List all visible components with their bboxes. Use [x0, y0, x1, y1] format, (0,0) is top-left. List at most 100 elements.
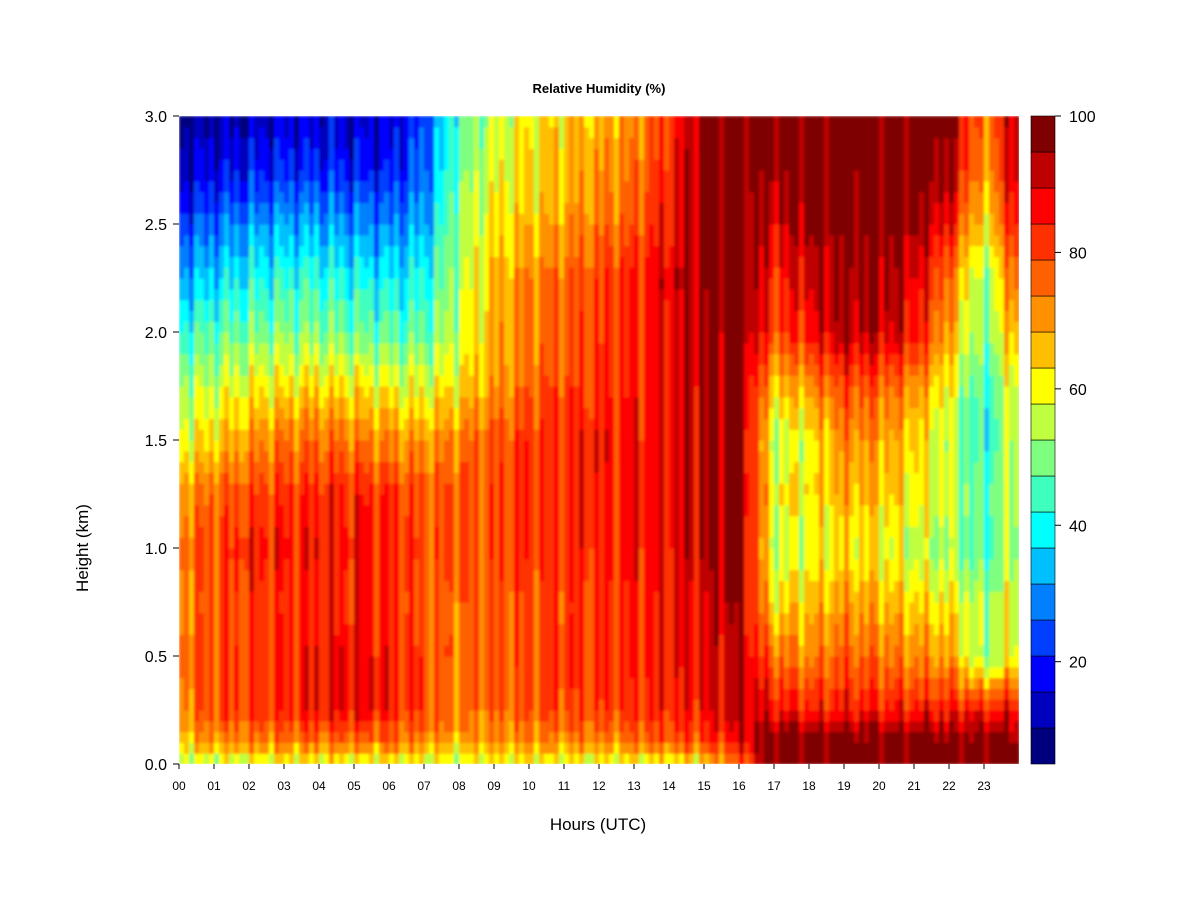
heatmap-cell — [499, 753, 505, 764]
heatmap-cell — [199, 310, 205, 321]
heatmap-cell — [249, 300, 255, 311]
heatmap-cell — [484, 721, 490, 732]
heatmap-cell — [279, 321, 285, 332]
heatmap-cell — [429, 181, 435, 192]
heatmap-cell — [329, 170, 335, 181]
heatmap-cell — [319, 742, 325, 753]
heatmap-cell — [264, 537, 270, 548]
heatmap-cell — [444, 127, 450, 138]
heatmap-cell — [259, 624, 265, 635]
heatmap-cell — [454, 332, 460, 343]
heatmap-cell — [294, 364, 300, 375]
heatmap-cell — [529, 159, 535, 170]
heatmap-cell — [564, 472, 570, 483]
heatmap-cell — [369, 138, 375, 149]
heatmap-cell — [484, 224, 490, 235]
heatmap-cell — [584, 343, 590, 354]
heatmap-cell — [214, 310, 220, 321]
heatmap-cell — [414, 386, 420, 397]
heatmap-cell — [439, 656, 445, 667]
heatmap-cell — [549, 170, 555, 181]
heatmap-cell — [239, 526, 245, 537]
heatmap-cell — [574, 462, 580, 473]
heatmap-cell — [409, 721, 415, 732]
heatmap-cell — [499, 181, 505, 192]
heatmap-cell — [509, 159, 515, 170]
heatmap-cell — [464, 483, 470, 494]
heatmap-cell — [309, 192, 315, 203]
heatmap-cell — [414, 127, 420, 138]
heatmap-cell — [344, 224, 350, 235]
heatmap-cell — [354, 202, 360, 213]
heatmap-cell — [524, 343, 530, 354]
heatmap-cell — [239, 742, 245, 753]
heatmap-cell — [449, 472, 455, 483]
heatmap-cell — [494, 688, 500, 699]
heatmap-cell — [204, 192, 210, 203]
heatmap-cell — [289, 343, 295, 354]
heatmap-cell — [529, 516, 535, 527]
heatmap-cell — [269, 483, 275, 494]
heatmap-cell — [384, 127, 390, 138]
heatmap-cell — [349, 451, 355, 462]
heatmap-cell — [529, 170, 535, 181]
heatmap-cell — [354, 224, 360, 235]
heatmap-cell — [219, 256, 225, 267]
heatmap-cell — [359, 667, 365, 678]
heatmap-cell — [379, 213, 385, 224]
heatmap-cell — [384, 386, 390, 397]
heatmap-cell — [469, 688, 475, 699]
heatmap-cell — [219, 321, 225, 332]
heatmap-cell — [274, 375, 280, 386]
heatmap-cell — [524, 483, 530, 494]
heatmap-cell — [264, 418, 270, 429]
heatmap-cell — [499, 256, 505, 267]
heatmap-cell — [249, 483, 255, 494]
heatmap-cell — [294, 213, 300, 224]
heatmap-cell — [434, 300, 440, 311]
heatmap-cell — [524, 624, 530, 635]
heatmap-cell — [404, 364, 410, 375]
heatmap-cell — [239, 300, 245, 311]
heatmap-cell — [264, 742, 270, 753]
heatmap-cell — [454, 721, 460, 732]
heatmap-cell — [379, 267, 385, 278]
heatmap-cell — [454, 256, 460, 267]
heatmap-cell — [414, 656, 420, 667]
heatmap-cell — [254, 321, 260, 332]
heatmap-cell — [569, 580, 575, 591]
heatmap-cell — [284, 570, 290, 581]
heatmap-cell — [509, 613, 515, 624]
heatmap-cell — [504, 213, 510, 224]
heatmap-cell — [304, 386, 310, 397]
heatmap-cell — [324, 526, 330, 537]
heatmap-cell — [249, 710, 255, 721]
heatmap-cell — [379, 678, 385, 689]
heatmap-cell — [194, 656, 200, 667]
heatmap-cell — [314, 753, 320, 764]
heatmap-cell — [354, 537, 360, 548]
heatmap-cell — [259, 267, 265, 278]
heatmap-cell — [269, 310, 275, 321]
heatmap-cell — [264, 580, 270, 591]
heatmap-cell — [324, 321, 330, 332]
heatmap-cell — [364, 148, 370, 159]
heatmap-cell — [579, 732, 585, 743]
heatmap-cell — [414, 429, 420, 440]
heatmap-cell — [579, 181, 585, 192]
heatmap-cell — [364, 170, 370, 181]
heatmap-cell — [444, 688, 450, 699]
heatmap-cell — [564, 127, 570, 138]
heatmap-cell — [184, 256, 190, 267]
heatmap-cell — [489, 462, 495, 473]
heatmap-cell — [574, 429, 580, 440]
heatmap-cell — [204, 688, 210, 699]
heatmap-cell — [379, 364, 385, 375]
heatmap-cell — [514, 202, 520, 213]
heatmap-cell — [549, 127, 555, 138]
heatmap-cell — [339, 721, 345, 732]
heatmap-cell — [304, 127, 310, 138]
heatmap-cell — [244, 602, 250, 613]
heatmap-cell — [429, 688, 435, 699]
heatmap-cell — [494, 667, 500, 678]
